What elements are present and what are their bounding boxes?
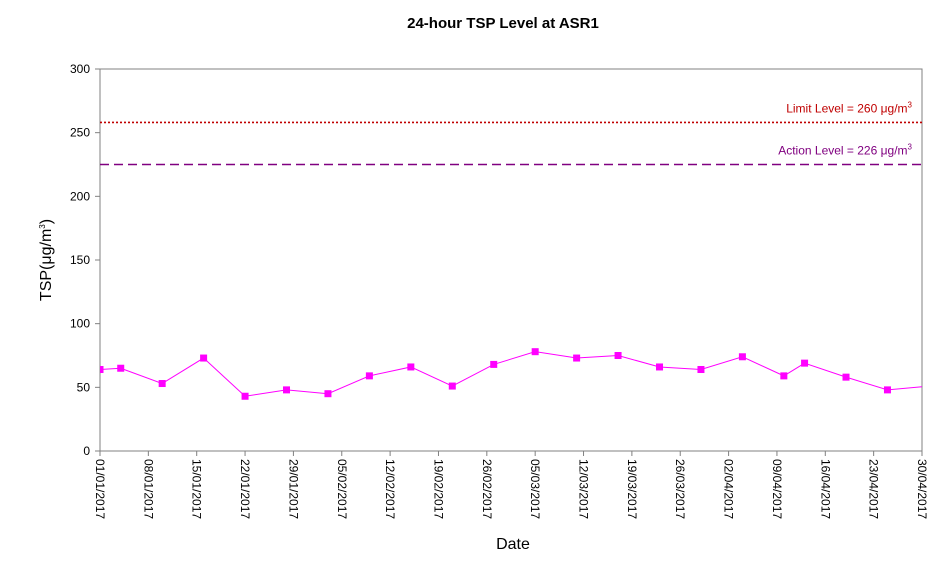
- y-tick-label: 250: [70, 126, 90, 140]
- x-tick-label: 02/04/2017: [722, 459, 736, 519]
- y-tick-label: 100: [70, 317, 90, 331]
- y-tick-label: 150: [70, 253, 90, 267]
- data-point: [117, 364, 125, 372]
- y-tick-label: 0: [83, 444, 90, 458]
- data-point: [100, 366, 104, 374]
- data-point: [531, 348, 539, 356]
- reference-line-label: Action Level = 226 μg/m3: [778, 143, 912, 158]
- reference-line-label: Limit Level = 260 μg/m3: [786, 100, 912, 115]
- data-point: [365, 372, 373, 380]
- x-tick-label: 19/02/2017: [431, 459, 445, 519]
- x-tick-label: 09/04/2017: [770, 459, 784, 519]
- data-point: [241, 392, 249, 400]
- data-point: [158, 380, 166, 388]
- data-point: [490, 360, 498, 368]
- data-point: [780, 372, 788, 380]
- data-point: [925, 383, 932, 390]
- x-tick-label: 05/03/2017: [528, 459, 542, 519]
- chart-title: 24-hour TSP Level at ASR1: [407, 15, 599, 32]
- x-tick-label: 15/01/2017: [190, 459, 204, 519]
- series-layer: [100, 348, 932, 400]
- data-point: [883, 386, 891, 394]
- y-axis-label: TSP(μg/m3): [38, 219, 55, 301]
- x-tick-label: 26/03/2017: [673, 459, 687, 519]
- y-axis: 0 50 100 150 200 250 300: [70, 62, 100, 458]
- data-point: [801, 359, 809, 367]
- data-point: [656, 363, 664, 371]
- data-point: [324, 390, 332, 398]
- plot-area: [99, 68, 923, 452]
- x-tick-label: 26/02/2017: [480, 459, 494, 519]
- data-point: [407, 363, 415, 371]
- x-tick-label: 30/04/2017: [915, 459, 929, 519]
- data-point: [448, 382, 456, 390]
- y-tick-label: 50: [77, 380, 91, 394]
- x-tick-label: 01/01/2017: [93, 459, 107, 519]
- x-tick-label: 23/04/2017: [867, 459, 881, 519]
- data-point: [842, 373, 850, 381]
- x-tick-label: 12/02/2017: [383, 459, 397, 519]
- y-tick-label: 300: [70, 62, 90, 76]
- data-point: [738, 353, 746, 361]
- x-tick-label: 19/03/2017: [625, 459, 639, 519]
- x-tick-label: 22/01/2017: [238, 459, 252, 519]
- y-tick-label: 200: [70, 189, 90, 203]
- x-tick-label: 08/01/2017: [141, 459, 155, 519]
- x-tick-label: 12/03/2017: [577, 459, 591, 519]
- data-point: [200, 354, 208, 362]
- data-point: [573, 354, 581, 362]
- data-point: [697, 366, 705, 374]
- series-line: [100, 351, 922, 397]
- data-point: [283, 386, 291, 394]
- x-axis: 01/01/2017 08/01/2017 15/01/2017 22/01/2017…: [93, 451, 929, 519]
- reference-lines: Limit Level = 260 μg/m3 Action Level = 22…: [100, 100, 922, 166]
- data-point: [614, 352, 622, 359]
- x-tick-label: 05/02/2017: [335, 459, 349, 519]
- x-axis-label: Date: [496, 536, 530, 553]
- x-tick-label: 29/01/2017: [286, 459, 300, 519]
- x-tick-label: 16/04/2017: [818, 459, 832, 519]
